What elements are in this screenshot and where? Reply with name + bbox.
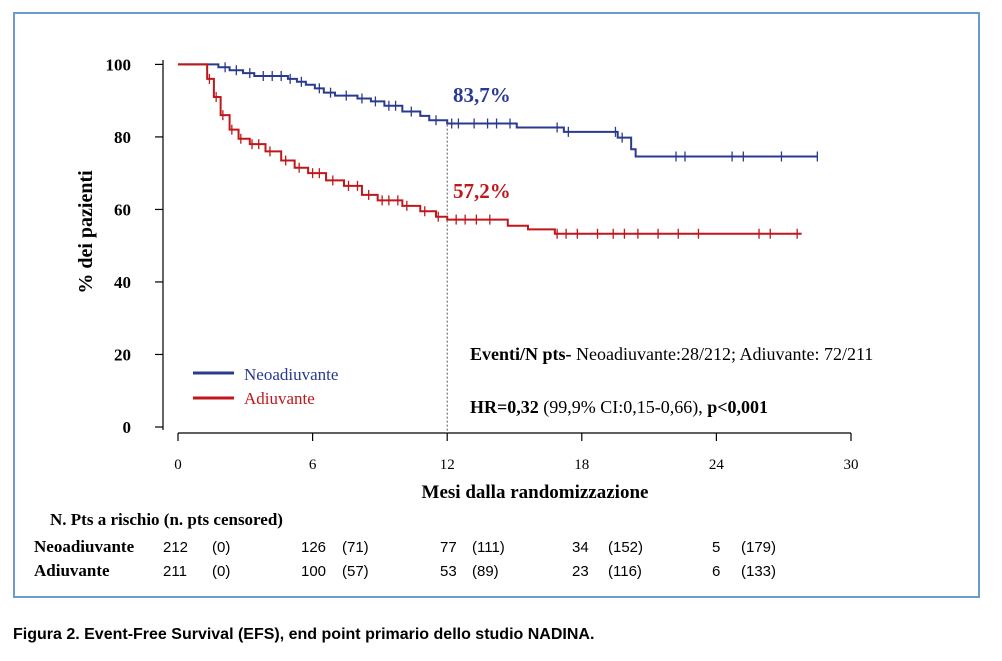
legend-label-adj: Adiuvante <box>244 389 315 408</box>
stats-events: Eventi/N pts- Neoadiuvante:28/212; Adiuv… <box>470 344 873 364</box>
risk-censored: (133) <box>741 563 777 580</box>
y-tick-label: 0 <box>123 418 132 437</box>
stats-events-rest: Neoadiuvante:28/212; Adiuvante: 72/211 <box>572 344 874 364</box>
x-tick-label: 12 <box>440 457 455 473</box>
annotation-adj: 57,2% <box>453 179 511 203</box>
km-chart: 0 20 40 60 80 100 0 6 12 18 24 30 83,7% 57,2% % dei … <box>75 55 873 500</box>
risk-count: 126 <box>301 539 327 556</box>
risk-censored: (0) <box>212 563 231 580</box>
figure-caption: Figura 2. Event-Free Survival (EFS), end… <box>13 626 595 643</box>
x-tick-label: 18 <box>574 457 589 473</box>
annotations: 83,7% 57,2% <box>453 83 511 203</box>
y-tick-label: 20 <box>114 345 131 364</box>
y-tick-label: 40 <box>114 273 131 292</box>
x-tick-label: 0 <box>174 457 182 473</box>
risk-censored: (57) <box>342 563 369 580</box>
risk-table-header: N. Pts a rischio (n. pts censored) <box>50 510 283 529</box>
risk-censored: (179) <box>741 539 777 556</box>
risk-censored: (0) <box>212 539 231 556</box>
curve-neo <box>178 63 818 158</box>
legend-label-neo: Neoadiuvante <box>244 365 338 384</box>
risk-count: 6 <box>712 563 721 580</box>
x-tick-label: 30 <box>844 457 859 473</box>
risk-count: 34 <box>572 539 589 556</box>
y-tick-label: 100 <box>106 55 132 74</box>
stats-hr-bold: HR=0,32 <box>470 397 539 417</box>
y-tick-label: 80 <box>114 128 131 147</box>
curve-adj <box>178 63 802 235</box>
risk-censored: (152) <box>608 539 644 556</box>
y-axis-label: % dei pazienti <box>75 170 97 294</box>
stats-events-bold: Eventi/N pts- <box>470 344 572 364</box>
chart-axes: 0 20 40 60 80 100 0 6 12 18 24 30 <box>106 55 859 473</box>
risk-row-name: Adiuvante <box>34 561 110 580</box>
risk-censored: (71) <box>342 539 369 556</box>
survival-curves <box>178 62 818 239</box>
stats-hr-ci: (99,9% CI:0,15-0,66), <box>539 397 707 418</box>
x-axis-label: Mesi dalla randomizzazione <box>422 482 649 500</box>
figure-frame <box>13 12 980 598</box>
risk-censored: (111) <box>472 539 505 556</box>
risk-censored: (116) <box>608 563 642 580</box>
risk-row-neo: Neoadiuvante 212 (0) 126 (71) 77 (111) 34 (152) 5… <box>0 537 1002 559</box>
y-tick-label: 60 <box>114 200 131 219</box>
legend: Neoadiuvante Adiuvante <box>193 365 338 408</box>
risk-count: 23 <box>572 563 589 580</box>
risk-count: 5 <box>712 539 721 556</box>
risk-count: 100 <box>301 563 327 580</box>
x-tick-label: 6 <box>309 457 317 473</box>
risk-count: 53 <box>440 563 457 580</box>
x-tick-label: 24 <box>709 457 725 473</box>
risk-count: 77 <box>440 539 457 556</box>
risk-row-adj: Adiuvante 211 (0) 100 (57) 53 (89) 23 (116) 6 (133… <box>0 561 1002 583</box>
risk-censored: (89) <box>472 563 499 580</box>
risk-count: 211 <box>163 563 187 580</box>
stats-hr-p: p<0,001 <box>707 397 768 417</box>
risk-row-name: Neoadiuvante <box>34 537 135 556</box>
risk-count: 212 <box>163 539 189 556</box>
stats-hr: HR=0,32 (99,9% CI:0,15-0,66), p<0,001 <box>470 397 768 418</box>
annotation-neo: 83,7% <box>453 83 511 107</box>
